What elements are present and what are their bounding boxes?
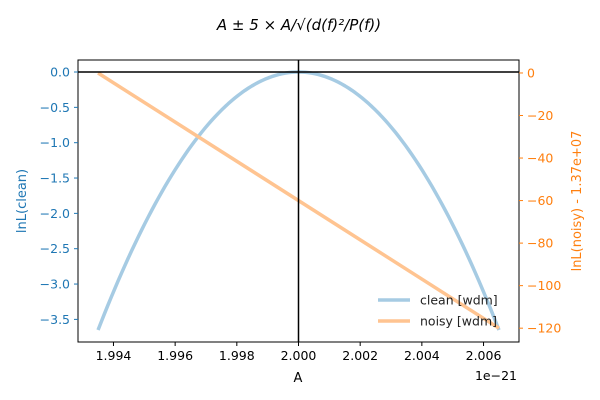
legend-label: clean [wdm]	[420, 293, 498, 308]
x-offset-text: 1e−21	[475, 368, 517, 383]
y-left-tick-label: −1.5	[40, 171, 70, 186]
y-left-tick-label: −0.5	[40, 100, 70, 115]
chart-title: A ± 5 × A/√(d(f)²/P(f))	[216, 16, 381, 34]
y-right-tick-label: −20	[527, 108, 553, 123]
x-tick-label: 1.998	[219, 348, 255, 363]
x-tick-label: 2.006	[466, 348, 502, 363]
y-left-axis-label: lnL(clean)	[15, 169, 30, 233]
x-tick-label: 2.002	[342, 348, 378, 363]
y-right-tick-label: 0	[527, 65, 535, 80]
y-right-axis-label: lnL(noisy) - 1.37e+07	[570, 131, 585, 272]
y-right-tick-label: −60	[527, 193, 553, 208]
y-left-tick-label: −3.0	[40, 277, 70, 292]
x-axis-label: A	[294, 371, 303, 386]
x-tick-label: 1.994	[96, 348, 132, 363]
x-tick-label: 1.996	[157, 348, 193, 363]
y-left-tick-label: −2.5	[40, 241, 70, 256]
x-tick-label: 2.004	[404, 348, 440, 363]
y-right-tick-label: −100	[527, 278, 561, 293]
y-left-tick-label: 0.0	[50, 65, 70, 80]
y-left-tick-label: −1.0	[40, 135, 70, 150]
x-tick-label: 2.000	[281, 348, 317, 363]
y-right-tick-label: −80	[527, 236, 553, 251]
legend: clean [wdm] noisy [wdm]	[378, 293, 498, 329]
y-left-tick-label: −3.5	[40, 312, 70, 327]
y-right-tick-label: −40	[527, 151, 553, 166]
legend-label: noisy [wdm]	[420, 314, 497, 329]
y-left-tick-label: −2.0	[40, 206, 70, 221]
y-right-tick-label: −120	[527, 321, 561, 336]
